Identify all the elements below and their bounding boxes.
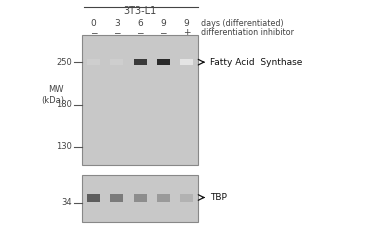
Bar <box>157 194 170 202</box>
Text: 6: 6 <box>137 19 143 28</box>
Text: 34: 34 <box>61 198 72 207</box>
Bar <box>110 59 123 65</box>
Text: MW
(kDa): MW (kDa) <box>41 85 64 105</box>
Text: 250: 250 <box>56 58 72 67</box>
Text: 9: 9 <box>184 19 189 28</box>
Bar <box>82 35 198 165</box>
Text: 0: 0 <box>91 19 97 28</box>
Text: 3: 3 <box>114 19 120 28</box>
Bar <box>110 194 123 202</box>
Bar <box>157 59 170 65</box>
Bar <box>82 175 198 222</box>
Text: TBP: TBP <box>210 193 227 202</box>
Bar <box>134 194 147 202</box>
Text: −: − <box>113 28 121 37</box>
Bar <box>87 194 100 202</box>
Text: 9: 9 <box>160 19 166 28</box>
Text: 130: 130 <box>56 142 72 151</box>
Bar <box>87 59 100 65</box>
Bar <box>134 59 147 65</box>
Text: −: − <box>159 28 167 37</box>
Bar <box>180 59 193 65</box>
Text: −: − <box>90 28 97 37</box>
Text: 3T3-L1: 3T3-L1 <box>123 6 157 16</box>
Text: differentiation inhibitor: differentiation inhibitor <box>201 28 294 37</box>
Text: +: + <box>182 28 190 37</box>
Text: Fatty Acid  Synthase: Fatty Acid Synthase <box>210 58 302 67</box>
Bar <box>180 194 193 202</box>
Text: 180: 180 <box>56 100 72 109</box>
Text: days (differentiated): days (differentiated) <box>201 19 284 28</box>
Text: −: − <box>136 28 144 37</box>
